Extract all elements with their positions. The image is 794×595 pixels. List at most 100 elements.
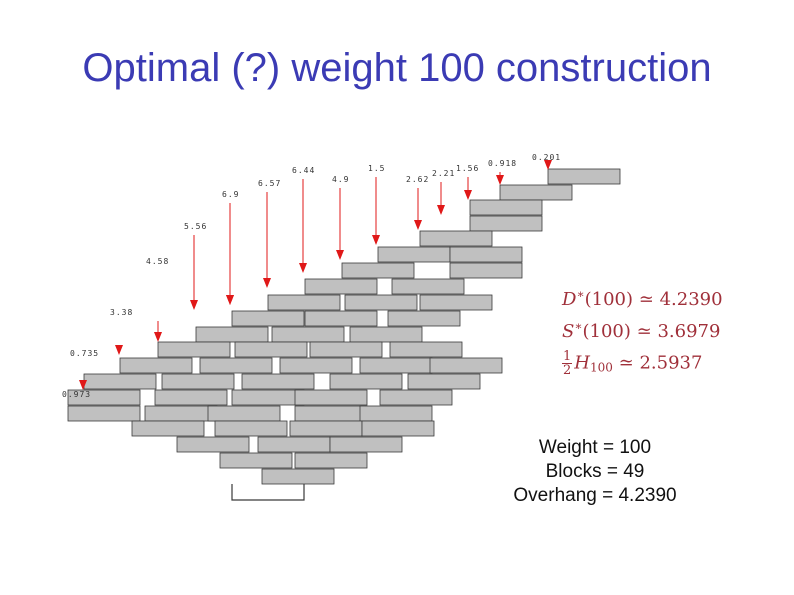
block <box>195 326 269 343</box>
force-arrow-head <box>336 250 344 260</box>
d-symbol: D <box>562 289 577 310</box>
block <box>131 420 205 437</box>
block <box>379 389 453 406</box>
slide-title: Optimal (?) weight 100 construction <box>82 46 712 90</box>
force-arrow-head <box>226 295 234 305</box>
force-label: 2.62 <box>406 175 429 184</box>
force-arrow-head <box>437 205 445 215</box>
block <box>449 262 523 279</box>
force-label: 1.56 <box>456 164 479 173</box>
block <box>157 341 231 358</box>
block <box>144 405 218 422</box>
block <box>547 168 621 185</box>
force-arrow-head <box>372 235 380 245</box>
s-star-formula: S∗(100) ≃ 3.6979 <box>562 319 721 342</box>
s-arg: (100) <box>582 321 631 342</box>
force-arrow-head <box>79 380 87 390</box>
block <box>391 278 465 295</box>
block <box>234 341 308 358</box>
force-label: 6.44 <box>292 166 315 175</box>
block <box>419 230 493 247</box>
block <box>389 341 463 358</box>
block <box>271 326 345 343</box>
force-label: 0.973 <box>62 390 91 399</box>
s-symbol: S <box>562 321 575 342</box>
block <box>119 357 193 374</box>
block <box>161 373 235 390</box>
block <box>377 246 451 263</box>
block <box>257 436 331 453</box>
block <box>387 310 461 327</box>
d-arg: (100) <box>584 289 633 310</box>
d-value: 4.2390 <box>659 289 723 310</box>
block <box>359 405 433 422</box>
block <box>214 420 288 437</box>
block <box>154 389 228 406</box>
stats-box: Weight = 100 Blocks = 49 Overhang = 4.23… <box>480 436 710 508</box>
block <box>199 357 273 374</box>
force-label: 3.38 <box>110 308 133 317</box>
block <box>309 341 383 358</box>
block <box>499 184 573 201</box>
s-value: 3.6979 <box>657 321 721 342</box>
force-arrow-head <box>496 175 504 185</box>
block <box>231 389 305 406</box>
block <box>419 294 493 311</box>
force-arrow-head <box>263 278 271 288</box>
force-label: 4.58 <box>146 257 169 266</box>
block <box>329 373 403 390</box>
block <box>329 436 403 453</box>
block <box>67 389 141 406</box>
h-approx: ≃ <box>618 352 634 374</box>
block <box>304 310 378 327</box>
blocks-text: Blocks = 49 <box>545 461 645 482</box>
block <box>294 405 368 422</box>
force-arrow-head <box>115 345 123 355</box>
force-label: 0.735 <box>70 349 99 358</box>
block <box>341 262 415 279</box>
block <box>176 436 250 453</box>
block <box>267 294 341 311</box>
block <box>207 405 281 422</box>
block <box>304 278 378 295</box>
block <box>469 199 543 216</box>
harmonic-formula: 1 2 H100 ≃ 2.5937 <box>562 350 702 377</box>
force-label: 2.21 <box>432 169 455 178</box>
force-label: 0.918 <box>488 159 517 168</box>
force-arrow-head <box>154 332 162 342</box>
force-arrow-head <box>299 263 307 273</box>
table-support <box>231 484 305 501</box>
block <box>83 373 157 390</box>
d-star-formula: D∗(100) ≃ 4.2390 <box>562 287 723 310</box>
force-label: 1.5 <box>368 164 385 173</box>
force-label: 6.9 <box>222 190 239 199</box>
force-label: 5.56 <box>184 222 207 231</box>
force-arrow-head <box>414 220 422 230</box>
force-arrow-head <box>544 160 552 170</box>
block <box>294 389 368 406</box>
force-arrow-head <box>190 300 198 310</box>
block <box>289 420 363 437</box>
h-subscript: 100 <box>589 360 613 375</box>
h-symbol: H <box>574 352 590 374</box>
block <box>261 468 335 485</box>
block <box>67 405 141 422</box>
block <box>219 452 293 469</box>
block <box>449 246 523 263</box>
block <box>469 215 543 232</box>
force-label: 6.57 <box>258 179 281 188</box>
d-approx: ≃ <box>638 289 654 310</box>
h-value: 2.5937 <box>639 352 703 374</box>
block <box>231 310 305 327</box>
block <box>349 326 423 343</box>
block <box>279 357 353 374</box>
block <box>407 373 481 390</box>
s-approx: ≃ <box>636 321 652 342</box>
overhang-text: Overhang = 4.2390 <box>513 485 677 506</box>
block <box>361 420 435 437</box>
force-label: 0.201 <box>532 153 561 162</box>
weight-text: Weight = 100 <box>538 437 652 458</box>
block <box>359 357 433 374</box>
block <box>344 294 418 311</box>
